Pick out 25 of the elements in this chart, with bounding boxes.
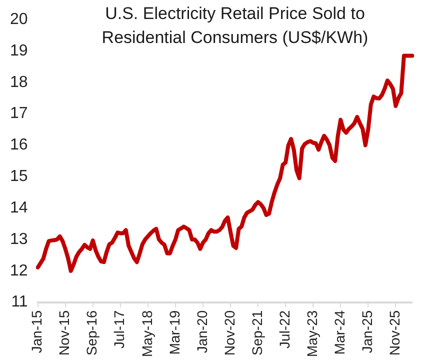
y-tick-label: 12 <box>10 262 28 280</box>
x-tick-label: Jan-25 <box>359 310 376 354</box>
x-tick-label: Sep-21 <box>248 310 265 356</box>
y-tick-label: 13 <box>10 230 28 248</box>
x-tick-label: May-23 <box>304 310 320 358</box>
x-tick-label: Mar-19 <box>166 310 182 355</box>
x-tick-label: Jan-20 <box>194 310 210 354</box>
y-tick-label: 18 <box>10 74 28 91</box>
x-tick-label: Nov-15 <box>56 310 72 356</box>
x-tick-label: Jul-17 <box>111 310 128 348</box>
y-tick-label: 20 <box>10 11 28 28</box>
y-tick-label: 11 <box>11 294 28 311</box>
x-tick-label: May-18 <box>138 310 155 358</box>
x-tick-label: Mar-24 <box>331 310 348 355</box>
y-tick-label: 14 <box>10 199 28 216</box>
y-tick-label: 15 <box>10 168 28 186</box>
y-tick-label: 16 <box>10 136 28 154</box>
x-tick-label: Jan-15 <box>28 310 45 354</box>
x-tick-label: Nov-25 <box>386 310 403 356</box>
x-tick-label: Sep-16 <box>84 310 100 356</box>
x-tick-label: Nov-20 <box>221 310 238 356</box>
x-tick-label: Jul-22 <box>276 310 292 348</box>
chart-title: U.S. Electricity Retail Price Sold to Residential Consumers (US$/KWh) <box>102 4 368 48</box>
y-tick-label: 19 <box>10 42 28 60</box>
y-tick-label: 17 <box>10 105 28 122</box>
